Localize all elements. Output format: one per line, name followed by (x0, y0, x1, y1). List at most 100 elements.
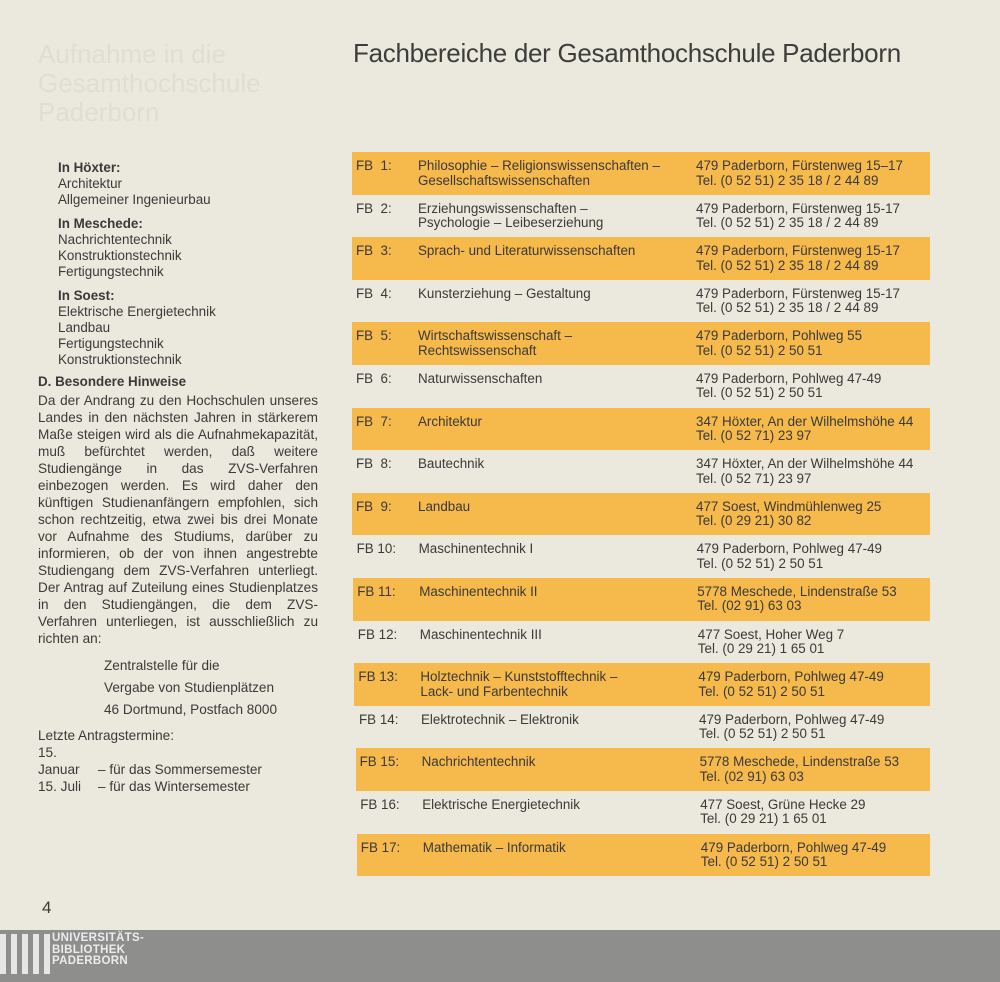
address-line: 479 Paderborn, Pohlweg 47-49 (699, 711, 885, 727)
address-line: 5778 Meschede, Lindenstraße 53 (699, 754, 900, 770)
department-row: FB 17: Mathematik – Informatik 479 Paderbo… (356, 833, 930, 877)
notice-paragraph: Da der Andrang zu den Hochschulen unsere… (38, 393, 318, 646)
department-address: 479 Paderborn, Pohlweg 47-49 Tel. (0 52 5… (696, 370, 930, 408)
department-name: Maschinentechnik III (419, 626, 698, 664)
department-number: FB 15: (359, 754, 400, 770)
library-name: UNIVERSITÄTS- BIBLIOTHEK PADERBORN (52, 932, 145, 968)
address-line: 479 Paderborn, Fürstenweg 15-17 (696, 200, 900, 216)
department-row: FB 9: Landbau 477 Soest, Windmühlenweg 25 T… (352, 492, 930, 536)
department-number: FB 2: (356, 200, 392, 216)
department-row: FB 11: Maschinentechnik II 5778 Meschede, … (353, 577, 930, 621)
address-line: Tel. (0 52 51) 2 35 18 / 2 44 89 (696, 172, 879, 188)
name-line: Maschinentechnik II (419, 583, 538, 599)
department-row: FB 1: Philosophie – Religionswissenschaft… (352, 152, 930, 195)
address-line: Tel. (0 52 71) 23 97 (696, 470, 812, 486)
library-line: PADERBORN (52, 955, 128, 967)
page-number: 4 (42, 898, 52, 917)
department-address: 5778 Meschede, Lindenstraße 53 Tel. (02 9… (700, 755, 930, 791)
program-item: Allgemeiner Ingenieurbau (58, 192, 211, 207)
name-line: Kunsterziehung – Gestaltung (418, 285, 591, 301)
department-row: FB 8: Bautechnik 347 Höxter, An der Wilhel… (352, 450, 930, 493)
address-line: Tel. (0 52 71) 23 97 (696, 428, 812, 444)
program-item: Fertigungstechnik (58, 264, 164, 279)
library-footer: UNIVERSITÄTS- BIBLIOTHEK PADERBORN (0, 930, 1000, 982)
deadlines-heading: Letzte Antragstermine: (38, 728, 175, 743)
address-line: Tel. (0 29 21) 1 65 01 (697, 641, 825, 657)
address-line: 347 Höxter, An der Wilhelmshöhe 44 (696, 413, 914, 429)
name-line: Naturwissenschaften (418, 370, 543, 386)
zvs-address: Zentralstelle für die Vergabe von Studien… (104, 655, 318, 721)
program-item: Konstruktionstechnik (58, 352, 182, 367)
department-address: 477 Soest, Grüne Hecke 29 Tel. (0 29 21) … (700, 797, 930, 834)
name-line: Maschinentechnik III (419, 626, 542, 642)
address-line: Tel. (0 29 21) 1 65 01 (700, 811, 827, 827)
name-line: Erziehungswissenschaften – (418, 200, 588, 216)
group-heading: In Höxter: (58, 160, 121, 175)
department-address: 479 Paderborn, Fürstenweg 15-17 Tel. (0 5… (696, 200, 930, 238)
department-address: 347 Höxter, An der Wilhelmshöhe 44 Tel. (… (696, 413, 930, 451)
page-title: Fachbereiche der Gesamthochschule Paderb… (353, 38, 901, 68)
department-number: FB 4: (356, 285, 392, 301)
department-name: Holztechnik – Kunststofftechnik – Lack- u… (420, 670, 698, 706)
department-address: 479 Paderborn, Pohlweg 47-49 Tel. (0 52 5… (701, 840, 930, 877)
address-line: Tel. (02 91) 63 03 (697, 598, 802, 614)
address-line: 479 Paderborn, Pohlweg 47-49 (696, 370, 882, 386)
show-through-text: Aufnahme in die Gesamthochschule Paderbo… (38, 39, 261, 127)
address-line: 477 Soest, Windmühlenweg 25 (696, 498, 882, 514)
program-item: Konstruktionstechnik (58, 248, 182, 263)
department-row: FB 10: Maschinentechnik I 479 Paderborn, P… (353, 535, 930, 578)
department-number: FB 12: (357, 626, 398, 642)
department-row: FB 12: Maschinentechnik III 477 Soest, Hoh… (354, 621, 930, 664)
department-row: FB 13: Holztechnik – Kunststofftechnik – L… (354, 663, 930, 706)
department-address: 479 Paderborn, Pohlweg 47-49 Tel. (0 52 5… (697, 542, 930, 578)
address-line: 479 Paderborn, Pohlweg 47-49 (696, 541, 882, 557)
name-line: Holztechnik – Kunststofftechnik – (420, 669, 618, 685)
program-item: Fertigungstechnik (58, 336, 164, 351)
address-line: 46 Dortmund, Postfach 8000 (104, 702, 278, 717)
name-line: Sprach- und Literaturwissenschaften (418, 243, 636, 259)
department-number: FB 16: (360, 796, 400, 812)
department-number: FB 5: (356, 328, 392, 344)
address-line: 347 Höxter, An der Wilhelmshöhe 44 (696, 456, 914, 472)
address-line: 5778 Meschede, Lindenstraße 53 (697, 583, 897, 599)
department-number: FB 11: (357, 583, 396, 599)
deadlines: Letzte Antragstermine: 15. Januar – für da… (38, 727, 318, 795)
department-row: FB 2: Erziehungswissenschaften – Psycholog… (352, 195, 930, 238)
department-name: Erziehungswissenschaften – Psychologie – … (418, 200, 696, 238)
address-line: 479 Paderborn, Fürstenweg 15-17 (696, 243, 900, 259)
department-number: FB 3: (356, 243, 392, 259)
department-address: 479 Paderborn, Fürstenweg 15-17 Tel. (0 5… (696, 244, 930, 280)
department-name: Maschinentechnik II (419, 583, 697, 621)
library-line: UNIVERSITÄTS- (52, 932, 145, 944)
address-line: Tel. (0 52 51) 2 50 51 (696, 342, 823, 358)
department-name: Philosophie – Religionswissenschaften – G… (418, 158, 696, 195)
address-line: Zentralstelle für die (104, 658, 220, 673)
department-row: FB 15: Nachrichtentechnik 5778 Meschede, L… (355, 748, 930, 791)
department-address: 479 Paderborn, Pohlweg 47-49 Tel. (0 52 5… (699, 711, 930, 749)
address-line: Tel. (0 52 51) 2 50 51 (698, 683, 825, 699)
address-line: Tel. (0 52 51) 2 35 18 / 2 44 89 (696, 300, 879, 316)
department-name: Architektur (418, 414, 696, 451)
deadline-date: 15. Januar (38, 745, 80, 777)
program-item: Elektrische Energietechnik (58, 304, 216, 319)
name-line: Rechtswissenschaft (418, 342, 537, 358)
deadline-row: 15. Juli – für das Wintersemester (38, 778, 318, 795)
address-line: 479 Paderborn, Fürstenweg 15-17 (696, 285, 900, 301)
department-row: FB 14: Elektrotechnik – Elektronik 479 Pad… (355, 706, 930, 749)
department-address: 477 Soest, Windmühlenweg 25 Tel. (0 29 21… (696, 498, 930, 536)
address-line: Tel. (0 52 51) 2 50 51 (696, 555, 824, 571)
department-number: FB 10: (356, 541, 397, 557)
department-row: FB 5: Wirtschaftswissenschaft – Rechtswiss… (352, 322, 930, 365)
department-name: Landbau (418, 499, 696, 536)
department-name: Elektrische Energietechnik (422, 797, 700, 834)
department-row: FB 3: Sprach- und Literaturwissenschaften… (352, 237, 930, 280)
group-heading: In Meschede: (58, 216, 143, 231)
group-heading: In Soest: (58, 288, 115, 303)
department-row: FB 6: Naturwissenschaften 479 Paderborn, P… (352, 365, 930, 408)
section-heading: D. Besondere Hinweise (38, 374, 187, 389)
departments-table: FB 1: Philosophie – Religionswissenschaft… (352, 152, 930, 877)
deadline-text: – für das Wintersemester (98, 779, 250, 794)
left-column: In Höxter: Architektur Allgemeiner Ingenie… (38, 160, 318, 795)
department-number: FB 1: (356, 158, 392, 173)
name-line: Maschinentechnik I (418, 541, 534, 557)
